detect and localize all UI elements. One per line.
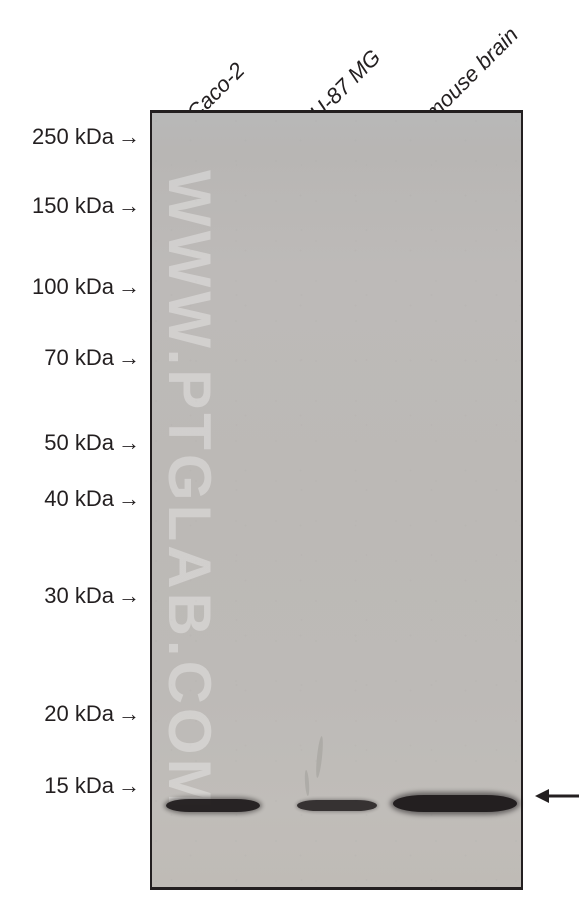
arrow-left-icon [535,785,580,807]
mw-value: 100 kDa [32,274,114,299]
mw-value: 50 kDa [44,430,114,455]
mw-marker: 150 kDa→ [0,193,140,219]
blot-membrane [150,110,523,890]
blot-band [393,795,517,812]
mw-value: 15 kDa [44,773,114,798]
arrow-right-icon: → [118,430,140,456]
mw-marker: 15 kDa→ [0,773,140,799]
mw-marker: 20 kDa→ [0,701,140,727]
mw-marker: 250 kDa→ [0,124,140,150]
blot-band [166,799,260,812]
arrow-right-icon: → [118,773,140,799]
result-arrow-icon [535,782,580,814]
mw-marker: 100 kDa→ [0,274,140,300]
mw-value: 20 kDa [44,701,114,726]
mw-marker: 70 kDa→ [0,345,140,371]
arrow-right-icon: → [118,583,140,609]
mw-value: 30 kDa [44,583,114,608]
arrow-right-icon: → [118,274,140,300]
mw-marker: 30 kDa→ [0,583,140,609]
arrow-right-icon: → [118,345,140,371]
mw-marker: 40 kDa→ [0,486,140,512]
mw-value: 70 kDa [44,345,114,370]
arrow-right-icon: → [118,193,140,219]
mw-value: 40 kDa [44,486,114,511]
arrow-right-icon: → [118,486,140,512]
mw-value: 150 kDa [32,193,114,218]
blot-band [297,800,377,811]
arrow-right-icon: → [118,701,140,727]
arrow-right-icon: → [118,124,140,150]
membrane-noise [152,113,521,887]
mw-marker: 50 kDa→ [0,430,140,456]
mw-value: 250 kDa [32,124,114,149]
